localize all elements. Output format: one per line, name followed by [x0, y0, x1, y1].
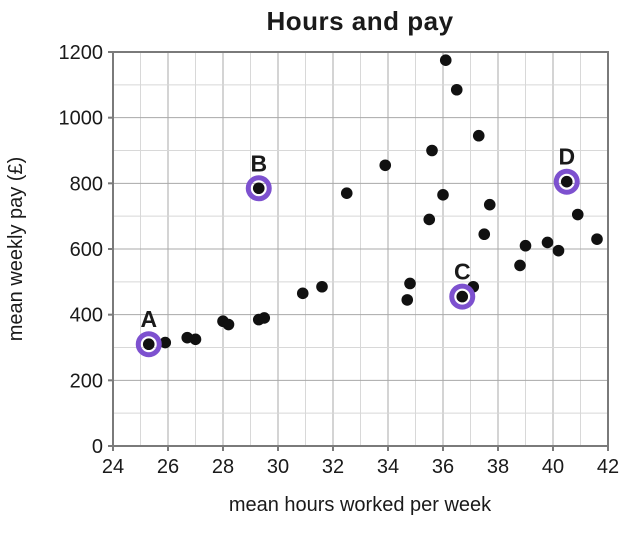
x-tick-label: 38 — [487, 456, 509, 478]
x-axis-label: mean hours worked per week — [229, 494, 492, 516]
data-point — [552, 244, 565, 257]
highlight-layer: A B C D — [135, 144, 580, 358]
x-tick-label: 34 — [377, 456, 399, 478]
highlight-label: A — [140, 306, 157, 332]
highlight-ring — [449, 283, 476, 310]
x-tick-label: 40 — [542, 456, 564, 478]
y-tick-label: 1000 — [59, 108, 104, 130]
data-point — [258, 312, 271, 324]
data-point — [316, 280, 328, 293]
data-point — [423, 213, 436, 226]
data-point — [379, 159, 392, 172]
x-tick-label: 26 — [157, 456, 179, 478]
x-tick-label: 28 — [212, 456, 234, 478]
data-point — [142, 338, 155, 351]
highlight-ring — [245, 175, 272, 202]
highlight-ring — [135, 331, 162, 358]
y-tick-label: 800 — [70, 173, 103, 195]
x-tick-label: 32 — [322, 456, 344, 478]
data-point — [483, 198, 496, 211]
data-point — [439, 54, 452, 67]
highlight-label: B — [250, 150, 267, 176]
x-tick-label: 30 — [267, 456, 289, 478]
y-tick-label: 600 — [70, 239, 103, 261]
data-point — [541, 236, 554, 249]
data-point — [450, 83, 463, 96]
data-point — [519, 239, 532, 252]
data-point — [252, 182, 265, 195]
data-point — [401, 294, 414, 306]
data-point — [404, 277, 416, 290]
data-point — [472, 129, 485, 142]
data-point — [426, 144, 438, 157]
data-point — [571, 208, 584, 221]
y-tick-label: 0 — [92, 436, 103, 458]
data-point — [560, 175, 573, 188]
data-point — [189, 333, 202, 346]
y-tick-label: 1200 — [59, 42, 104, 64]
data-point — [222, 318, 235, 331]
data-points-layer — [142, 54, 603, 351]
highlight-label: C — [454, 259, 471, 285]
data-point — [514, 259, 526, 272]
y-axis-label: mean weekly pay (£) — [5, 157, 27, 342]
y-tick-label: 200 — [70, 370, 103, 392]
highlight-label: D — [558, 144, 575, 170]
y-tick-label: 400 — [70, 305, 103, 327]
data-point — [591, 233, 603, 245]
x-tick-label: 42 — [597, 456, 619, 478]
x-tick-label: 36 — [432, 456, 454, 478]
data-point — [456, 290, 469, 303]
data-point — [340, 187, 353, 199]
grid-layer — [112, 51, 609, 447]
x-tick-label: 24 — [102, 456, 124, 478]
data-point — [159, 336, 172, 349]
tick-layer: 24 26 28 30 32 34 36 38 40 42 0 200 400 600 800 1000 120… — [59, 42, 620, 478]
data-point — [437, 189, 449, 201]
highlight-ring — [553, 168, 580, 195]
data-point — [478, 228, 491, 241]
data-point — [296, 287, 309, 300]
chart-title: Hours and pay — [266, 6, 453, 36]
